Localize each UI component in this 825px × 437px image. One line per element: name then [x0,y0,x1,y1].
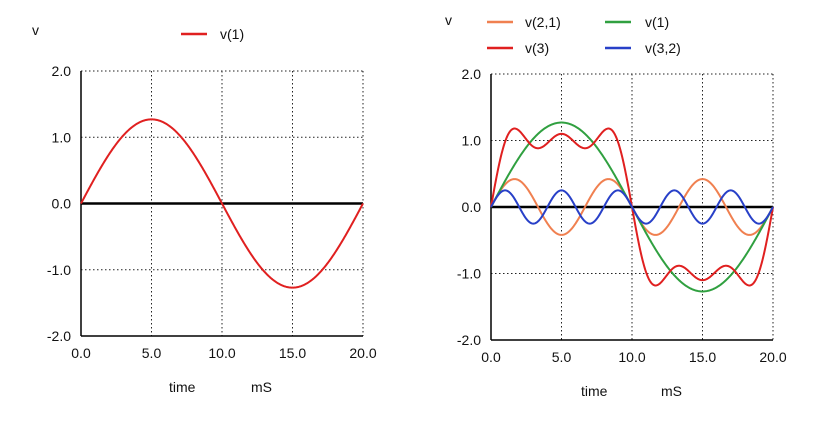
legend-label: v(3,2) [645,40,681,56]
legend-label: v(2,1) [525,14,561,30]
x-tick-label: 10.0 [618,349,645,365]
y-tick-label: 0.0 [52,196,72,212]
y-axis-title: v [445,12,452,28]
x-tick-label: 0.0 [481,349,501,365]
x-axis-unit: mS [251,379,272,395]
y-tick-label: 2.0 [52,63,72,79]
y-tick-label: 2.0 [462,66,482,82]
chart-1: 2.01.00.0-1.0-2.00.0 5.0 10.0 15.0 20.0vtime… [32,22,377,395]
legend-label: v(1) [645,14,669,30]
x-tick-label: 20.0 [349,345,376,361]
y-tick-label: -2.0 [47,328,71,344]
x-tick-label: 15.0 [279,345,306,361]
x-tick-label: 20.0 [759,349,786,365]
series-line-v(1) [80,118,364,289]
y-tick-label: -1.0 [457,266,481,282]
x-tick-label: 10.0 [208,345,235,361]
x-tick-label: 5.0 [552,349,572,365]
x-axis-unit: mS [661,383,682,399]
y-tick-label: -1.0 [47,262,71,278]
legend-label: v(3) [525,40,549,56]
y-tick-label: -2.0 [457,332,481,348]
x-axis-title: time [169,379,196,395]
series-line-v(3,2) [490,189,774,225]
x-tick-label: 5.0 [142,345,162,361]
legend-label: v(1) [220,26,244,42]
y-tick-label: 0.0 [462,199,482,215]
x-tick-label: 0.0 [71,345,91,361]
x-tick-label: 15.0 [689,349,716,365]
y-axis-title: v [32,22,39,38]
x-axis-title: time [581,383,608,399]
y-tick-label: 1.0 [462,133,482,149]
y-tick-label: 1.0 [52,129,72,145]
chart-2: 2.01.00.0-1.0-2.00.0 5.0 10.0 15.0 20.0vtime… [445,12,787,399]
